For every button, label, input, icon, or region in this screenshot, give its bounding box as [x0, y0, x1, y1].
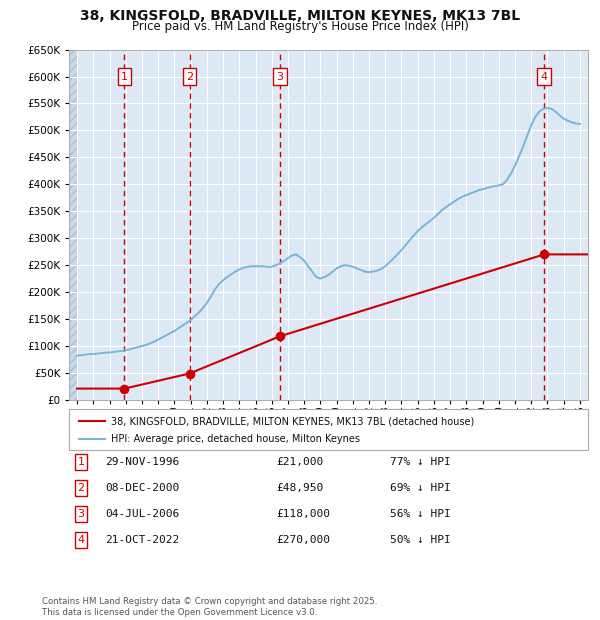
Text: 56% ↓ HPI: 56% ↓ HPI [390, 509, 451, 519]
Text: 1: 1 [121, 71, 128, 82]
Text: £48,950: £48,950 [276, 483, 323, 493]
Text: 21-OCT-2022: 21-OCT-2022 [105, 535, 179, 545]
Text: 08-DEC-2000: 08-DEC-2000 [105, 483, 179, 493]
Point [539, 249, 549, 259]
Text: 50% ↓ HPI: 50% ↓ HPI [390, 535, 451, 545]
Text: 69% ↓ HPI: 69% ↓ HPI [390, 483, 451, 493]
Text: 3: 3 [277, 71, 283, 82]
Text: HPI: Average price, detached house, Milton Keynes: HPI: Average price, detached house, Milt… [110, 435, 359, 445]
Text: Contains HM Land Registry data © Crown copyright and database right 2025.
This d: Contains HM Land Registry data © Crown c… [42, 598, 377, 617]
Text: 77% ↓ HPI: 77% ↓ HPI [390, 457, 451, 467]
Text: 38, KINGSFOLD, BRADVILLE, MILTON KEYNES, MK13 7BL: 38, KINGSFOLD, BRADVILLE, MILTON KEYNES,… [80, 9, 520, 24]
Text: 38, KINGSFOLD, BRADVILLE, MILTON KEYNES, MK13 7BL (detached house): 38, KINGSFOLD, BRADVILLE, MILTON KEYNES,… [110, 416, 474, 427]
Text: 2: 2 [77, 483, 85, 493]
Text: £21,000: £21,000 [276, 457, 323, 467]
Text: 1: 1 [77, 457, 85, 467]
Text: 4: 4 [541, 71, 548, 82]
Text: 3: 3 [77, 509, 85, 519]
Text: £118,000: £118,000 [276, 509, 330, 519]
Text: 04-JUL-2006: 04-JUL-2006 [105, 509, 179, 519]
Point [119, 384, 129, 394]
Text: Price paid vs. HM Land Registry's House Price Index (HPI): Price paid vs. HM Land Registry's House … [131, 20, 469, 33]
Bar [69, 50, 77, 400]
Text: 29-NOV-1996: 29-NOV-1996 [105, 457, 179, 467]
Text: 4: 4 [77, 535, 85, 545]
Text: £270,000: £270,000 [276, 535, 330, 545]
Text: 2: 2 [186, 71, 193, 82]
Point [185, 368, 194, 378]
Point [275, 331, 284, 341]
